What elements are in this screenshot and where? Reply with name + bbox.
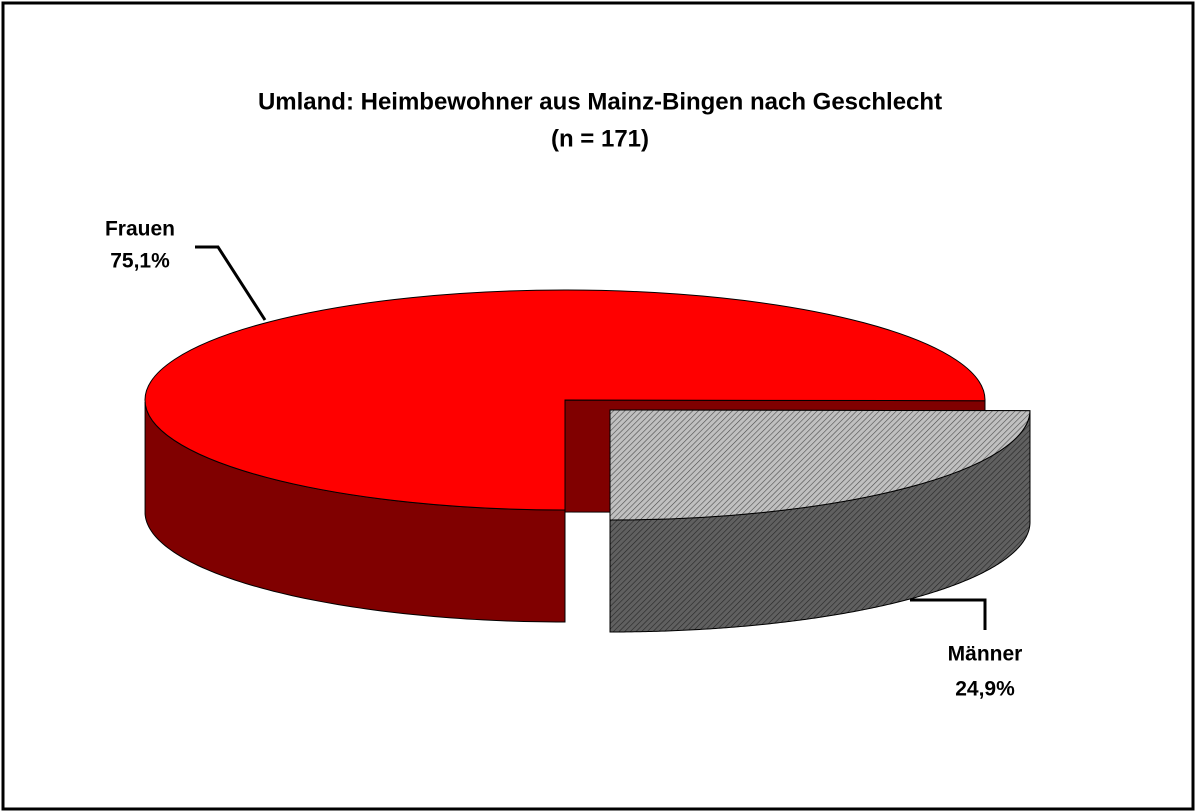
chart-title: Umland: Heimbewohner aus Mainz-Bingen na…	[258, 88, 942, 115]
slice-label: Frauen	[105, 218, 175, 241]
slice-value-label: 75,1%	[110, 250, 170, 273]
slice-label: Männer	[948, 643, 1023, 666]
leader-line	[910, 598, 987, 630]
slice	[609, 409, 1031, 521]
slice-value-label: 24,9%	[955, 678, 1015, 701]
slice	[144, 289, 986, 511]
chart-subtitle: (n = 171)	[551, 125, 649, 152]
leader-line	[195, 245, 267, 321]
